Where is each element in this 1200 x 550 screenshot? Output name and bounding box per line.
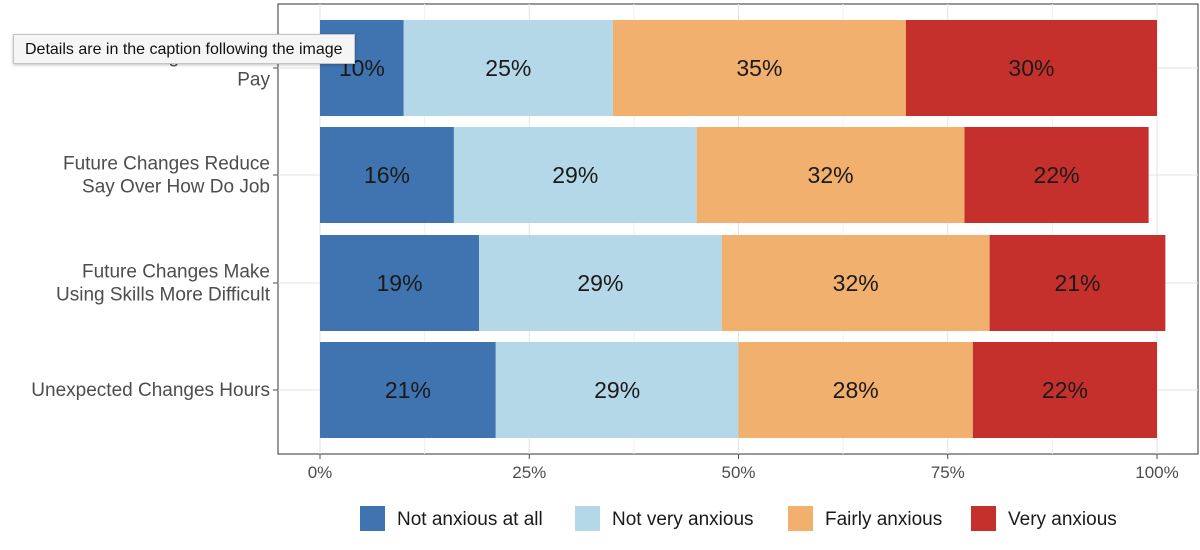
data-label: 29%	[577, 270, 623, 296]
caption-tooltip: Details are in the caption following the…	[13, 34, 355, 64]
category-axis: Future Changes ReducePayFuture Changes R…	[31, 47, 278, 401]
category-label: Pay	[237, 70, 270, 91]
category-label: Future Changes Make	[82, 262, 270, 283]
data-label: 29%	[552, 162, 598, 188]
legend-swatch	[360, 506, 385, 531]
bar-segment	[964, 127, 1149, 223]
legend-swatch	[971, 506, 996, 531]
bar-segment	[495, 342, 739, 438]
data-label: 32%	[808, 162, 854, 188]
data-label: 16%	[364, 162, 410, 188]
data-label: 35%	[736, 55, 782, 81]
bars: 10% 25% 35% 30%16% 29% 32% 22%19% 29% 32% 21%21% 2…	[320, 20, 1166, 438]
category-label: Future Changes Reduce	[63, 154, 270, 175]
bar-segment	[453, 127, 697, 223]
bar-segment	[320, 235, 480, 331]
legend-label: Fairly anxious	[825, 509, 942, 530]
legend: Not anxious at all Not very anxious Fairly…	[360, 506, 1117, 531]
data-label: 32%	[833, 270, 879, 296]
data-label: 30%	[1008, 55, 1054, 81]
x-tick-label: 100%	[1135, 463, 1178, 482]
category-label: Using Skills More Difficult	[56, 285, 271, 306]
data-label: 19%	[376, 270, 422, 296]
value-axis: 0% 25% 50% 75% 100%	[308, 454, 1179, 482]
legend-label: Very anxious	[1008, 509, 1117, 530]
bar-segment	[989, 235, 1166, 331]
bar-segment	[320, 342, 496, 438]
legend-label: Not anxious at all	[397, 509, 543, 530]
bar-segment	[479, 235, 722, 331]
bar-segment	[696, 127, 965, 223]
bar-segment	[905, 20, 1157, 116]
data-label: 25%	[485, 55, 531, 81]
x-tick-label: 75%	[931, 463, 965, 482]
data-label: 29%	[594, 377, 640, 403]
legend-label: Not very anxious	[612, 509, 754, 530]
category-label: Say Over How Do Job	[82, 177, 270, 198]
x-tick-label: 50%	[721, 463, 755, 482]
bar-segment	[612, 20, 906, 116]
category-label: Unexpected Changes Hours	[31, 380, 270, 401]
bar-segment	[721, 235, 990, 331]
bar-segment	[403, 20, 613, 116]
data-label: 28%	[833, 377, 879, 403]
legend-swatch	[575, 506, 600, 531]
data-label: 22%	[1034, 162, 1080, 188]
bar-segment	[972, 342, 1157, 438]
bar-segment	[738, 342, 973, 438]
data-label: 21%	[385, 377, 431, 403]
legend-swatch	[788, 506, 813, 531]
x-tick-label: 25%	[512, 463, 546, 482]
x-tick-label: 0%	[308, 463, 333, 482]
data-label: 22%	[1042, 377, 1088, 403]
data-label: 21%	[1054, 270, 1100, 296]
bar-segment	[320, 127, 454, 223]
